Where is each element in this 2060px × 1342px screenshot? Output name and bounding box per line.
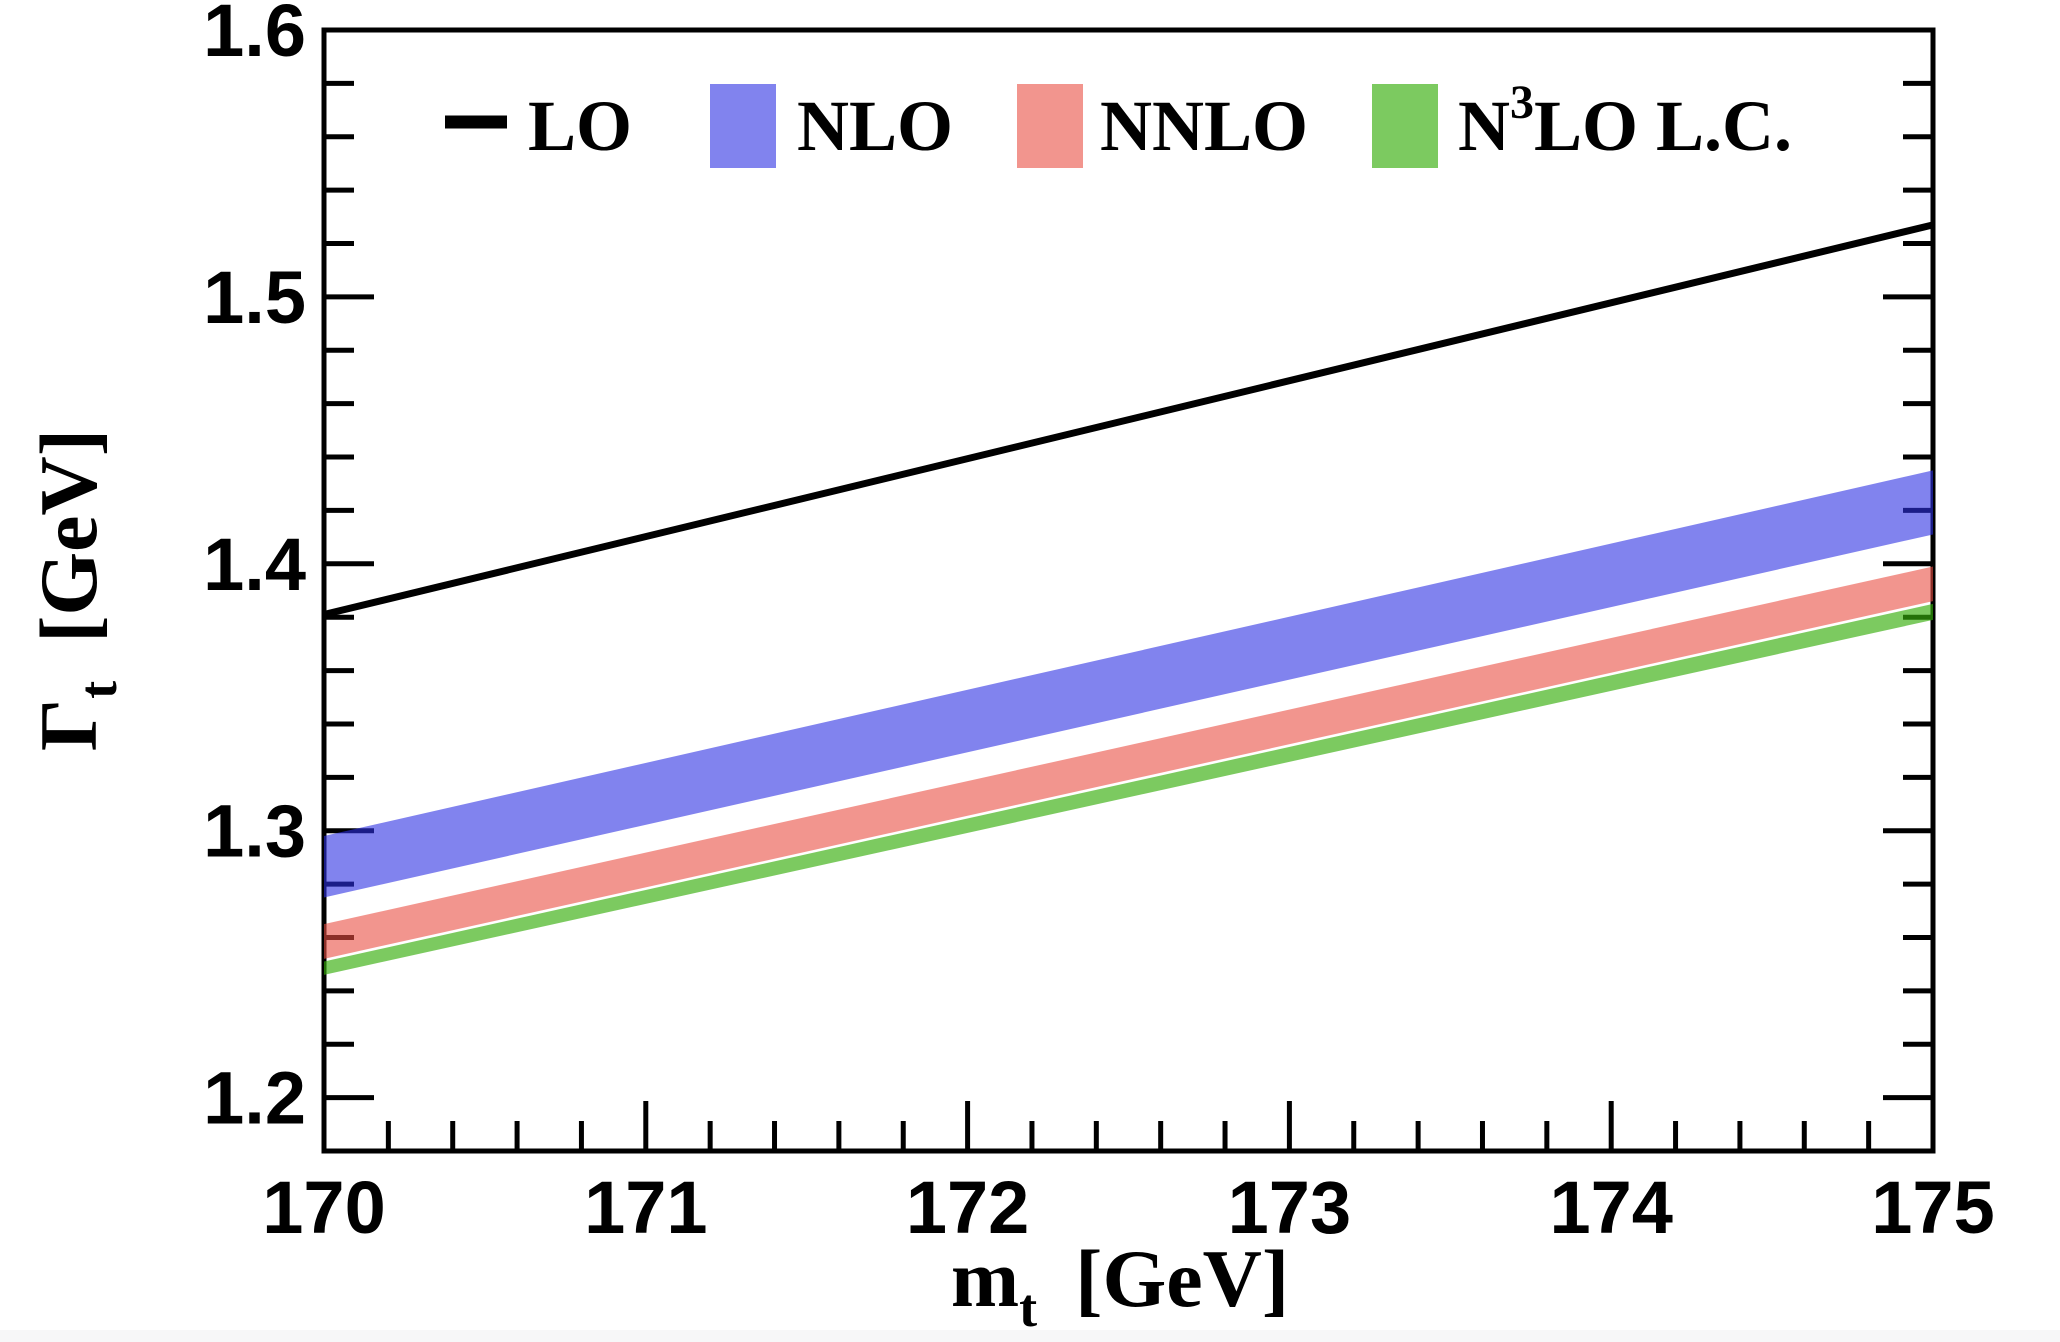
legend-item-nnlo: NNLO bbox=[1017, 84, 1308, 168]
tick-labels-group: 170 171 172 173 174 175 1.2 1.3 1.4 1.5 1.6 bbox=[203, 0, 1995, 1249]
y-tick-label: 1.4 bbox=[203, 523, 306, 606]
legend-label-main: LO bbox=[528, 86, 632, 166]
legend-label: NNLO bbox=[1100, 86, 1308, 166]
x-tick-label: 170 bbox=[262, 1166, 385, 1249]
y-tick-label: 1.2 bbox=[203, 1057, 306, 1140]
y-axis-title: Γt [GeV] bbox=[23, 429, 128, 751]
bands-group bbox=[324, 470, 1933, 975]
legend-item-lo: LO bbox=[445, 86, 632, 166]
lo-line bbox=[323, 221, 1934, 618]
nnlo-band bbox=[324, 566, 1933, 959]
legend-color-swatch bbox=[1017, 84, 1083, 168]
x-tick-label: 173 bbox=[1228, 1166, 1351, 1249]
x-axis-title: mt [GeV] bbox=[951, 1233, 1289, 1338]
y-tick-label: 1.5 bbox=[203, 256, 306, 339]
legend-color-swatch bbox=[710, 84, 776, 168]
x-tick-label: 174 bbox=[1549, 1166, 1672, 1249]
legend-label-main: NLO bbox=[797, 86, 953, 166]
legend-label: N3LO L.C. bbox=[1458, 76, 1792, 166]
bottom-window-strip bbox=[0, 1330, 2060, 1342]
axis-title-subscript: t bbox=[1019, 1278, 1037, 1338]
legend-item-n3lo-lc: N3LO L.C. bbox=[1372, 76, 1792, 168]
axis-title-unit: [GeV] bbox=[23, 429, 114, 643]
legend-label-rest: LO L.C. bbox=[1534, 86, 1792, 166]
axis-title-unit: [GeV] bbox=[1075, 1233, 1289, 1324]
axis-title-base: Γ bbox=[23, 699, 114, 751]
x-tick-label: 172 bbox=[906, 1166, 1029, 1249]
legend-label: NLO bbox=[797, 86, 953, 166]
nlo-band bbox=[324, 470, 1933, 898]
legend-item-nlo: NLO bbox=[710, 84, 953, 168]
legend-label-main: NNLO bbox=[1100, 86, 1308, 166]
legend-color-swatch bbox=[1372, 84, 1438, 168]
axis-titles-group: mt [GeV]Γt[GeV] bbox=[23, 429, 1289, 1338]
x-tick-label: 171 bbox=[584, 1166, 707, 1249]
n3lo-l-c--band bbox=[324, 603, 1933, 975]
legend-label-superscript: 3 bbox=[1510, 76, 1534, 129]
legend-label: LO bbox=[528, 86, 632, 166]
y-tick-label: 1.3 bbox=[203, 790, 306, 873]
legend-label-main: N bbox=[1458, 86, 1510, 166]
y-tick-label: 1.6 bbox=[203, 0, 306, 72]
y-axis-title-group: Γt [GeV] bbox=[23, 429, 128, 751]
axis-title-base: m bbox=[951, 1233, 1019, 1324]
axis-title-subscript: t bbox=[68, 681, 128, 699]
legend: LO NLO NNLO N3LO L.C. bbox=[445, 76, 1792, 168]
x-tick-label: 175 bbox=[1871, 1166, 1994, 1249]
lo-line-group bbox=[323, 221, 1934, 618]
